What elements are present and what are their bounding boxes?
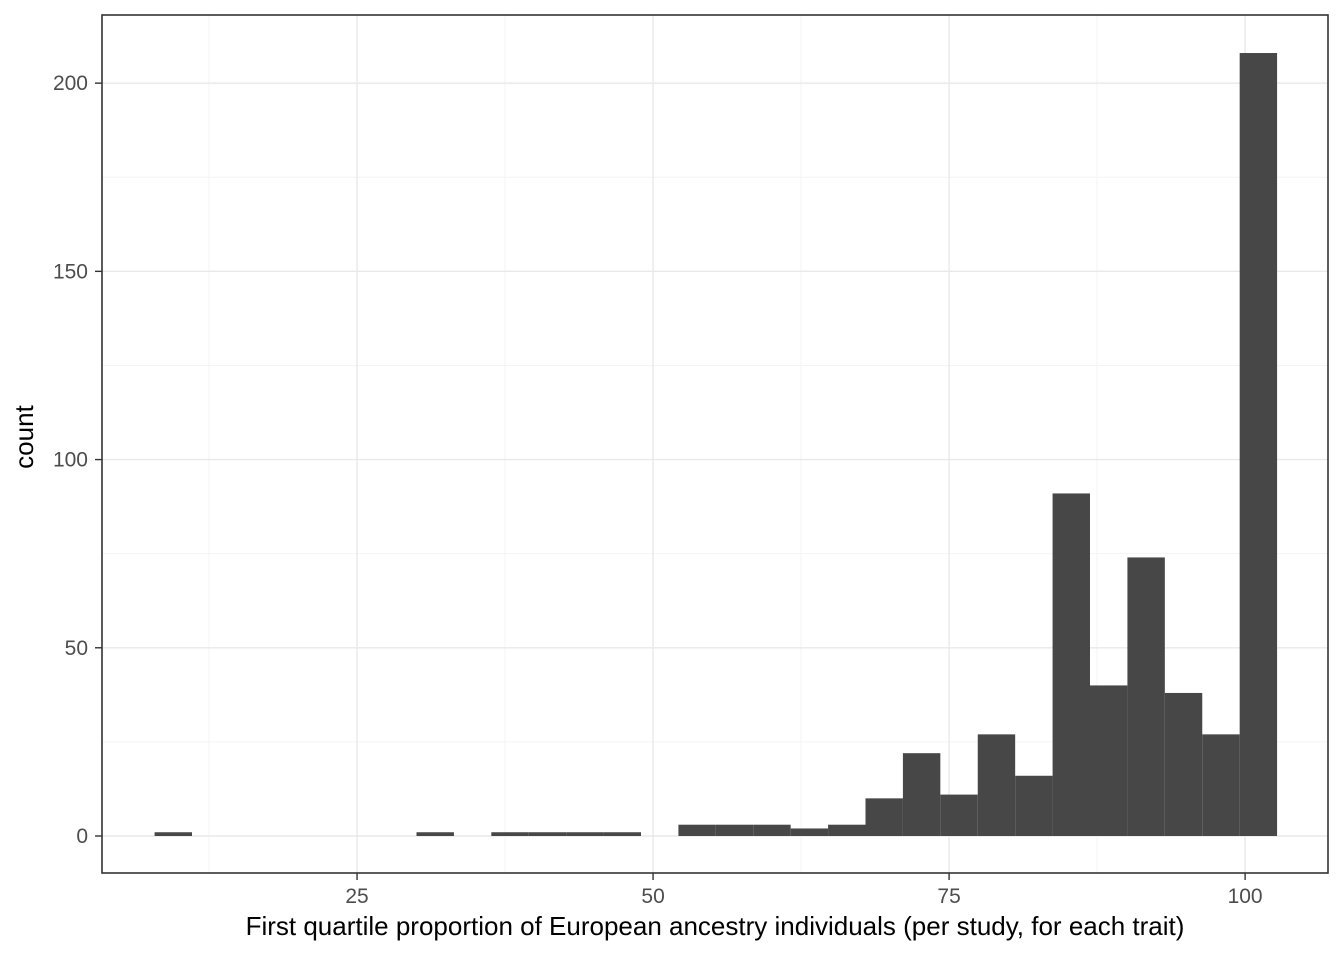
histogram-bar	[566, 832, 604, 836]
histogram-bar	[1202, 734, 1240, 836]
histogram-bar	[491, 832, 529, 836]
histogram-bar	[528, 832, 567, 836]
histogram-bar	[416, 832, 454, 836]
histogram-bar	[1164, 692, 1203, 836]
histogram-bar	[603, 832, 641, 836]
histogram-bar	[715, 824, 754, 836]
histogram-bar	[940, 794, 978, 836]
x-tick-label: 50	[641, 885, 664, 908]
histogram-bar	[977, 734, 1016, 836]
y-tick-label: 0	[76, 825, 88, 848]
x-axis-title: First quartile proportion of European an…	[246, 911, 1185, 941]
y-tick-label: 150	[53, 260, 88, 283]
x-tick-label: 100	[1228, 885, 1263, 908]
histogram-bar	[1127, 557, 1165, 836]
histogram-bar	[1015, 775, 1053, 836]
histogram-bar	[753, 824, 791, 836]
histogram-bar	[902, 753, 941, 836]
histogram-bar	[790, 828, 829, 836]
histogram-bar	[865, 798, 903, 836]
histogram-bar	[678, 824, 716, 836]
histogram-bar	[1239, 53, 1278, 836]
histogram-bar	[154, 832, 192, 836]
histogram-bar	[828, 824, 866, 836]
y-tick-label: 100	[53, 449, 88, 472]
plot-layers: 25 50 75 100 0 50 100 150 200	[53, 14, 1329, 908]
x-tick-label: 75	[937, 885, 960, 908]
y-axis-title: count	[9, 404, 39, 468]
panel-border	[101, 14, 1329, 874]
histogram-bar	[1089, 685, 1128, 836]
y-tick-label: 50	[65, 637, 88, 660]
y-tick-label: 200	[53, 72, 88, 95]
x-tick-label: 25	[345, 885, 368, 908]
histogram-bar	[1052, 493, 1090, 836]
